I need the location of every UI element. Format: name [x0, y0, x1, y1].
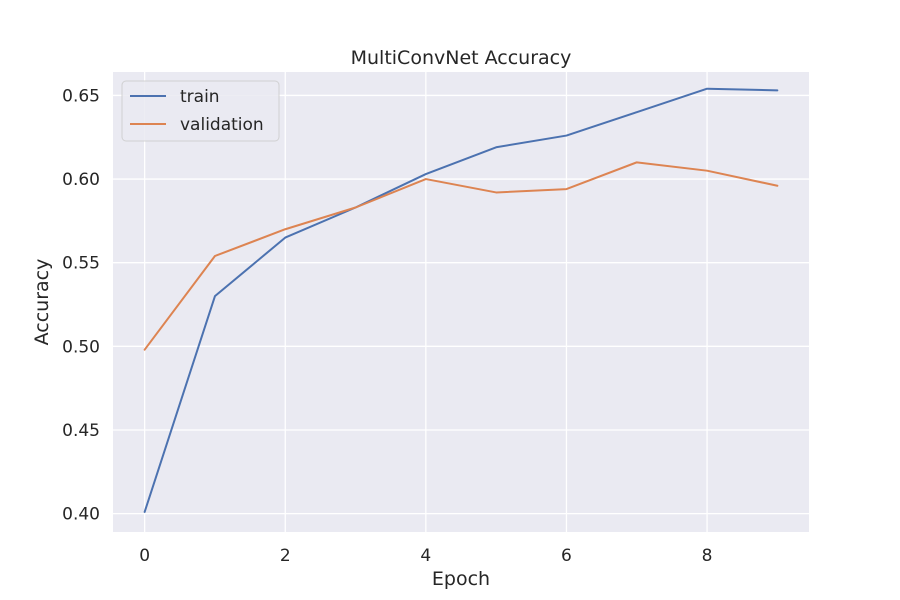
- chart-title: MultiConvNet Accuracy: [351, 47, 572, 69]
- y-tick-label: 0.40: [62, 505, 100, 525]
- y-tick-label: 0.45: [62, 421, 100, 441]
- tick-layer: 0 2 4 6 8 0.40 0.45 0.50 0.55 0.60 0.65: [62, 86, 712, 566]
- y-tick-label: 0.60: [62, 170, 100, 190]
- y-tick-label: 0.65: [62, 86, 100, 106]
- y-axis-label: Accuracy: [31, 259, 53, 346]
- y-tick-label: 0.50: [62, 337, 100, 357]
- series-line-train: [143, 87, 779, 513]
- x-tick-label: 4: [420, 546, 431, 566]
- y-tick-label: 0.55: [62, 254, 100, 274]
- legend-label-validation: validation: [180, 115, 264, 135]
- plot-area: [113, 72, 809, 532]
- x-axis-label: Epoch: [432, 568, 490, 590]
- series-line-validation: [143, 161, 779, 351]
- series-layer: [143, 87, 779, 513]
- grid-layer: [113, 72, 809, 532]
- legend: train validation: [121, 80, 280, 142]
- x-tick-label: 0: [139, 546, 150, 566]
- x-tick-label: 8: [702, 546, 713, 566]
- legend-label-train: train: [180, 87, 220, 107]
- x-tick-label: 2: [280, 546, 291, 566]
- x-tick-label: 6: [561, 546, 572, 566]
